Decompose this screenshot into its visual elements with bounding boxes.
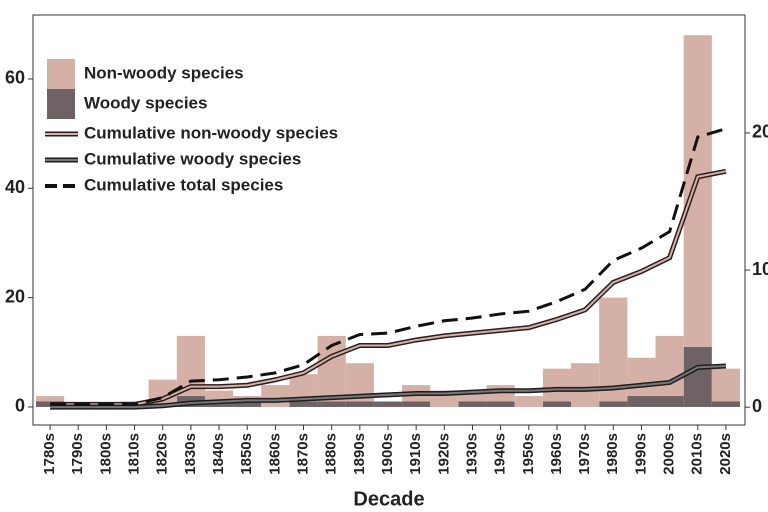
x-tick-label: 2020s — [717, 433, 734, 475]
x-axis-title: Decade — [353, 488, 424, 510]
legend-label: Cumulative total species — [84, 175, 283, 194]
y-tick-label: 40 — [5, 177, 25, 197]
bar — [599, 297, 628, 402]
bar — [261, 385, 290, 407]
x-tick-label: 1880s — [323, 433, 340, 475]
bar — [514, 396, 543, 407]
bar — [486, 401, 515, 407]
y-tick-label: 0 — [15, 396, 25, 416]
bar — [402, 401, 431, 407]
x-tick-label: 1950s — [520, 433, 537, 475]
bar — [289, 401, 318, 407]
x-tick-label: 1940s — [492, 433, 509, 475]
x-tick-label: 2010s — [689, 433, 706, 475]
x-tick-label: 1890s — [351, 433, 368, 475]
x-tick-label: 1910s — [407, 433, 424, 475]
bar — [317, 401, 346, 407]
y2-tick-label: 0 — [752, 396, 762, 416]
bar — [458, 390, 487, 402]
y-tick-label: 20 — [5, 286, 25, 306]
y-tick-label: 60 — [5, 68, 25, 88]
x-tick-label: 1870s — [294, 433, 311, 475]
bar — [373, 401, 403, 407]
bar — [204, 401, 234, 407]
legend-swatch — [47, 89, 75, 119]
x-tick-label: 1850s — [238, 433, 255, 475]
x-tick-label: 1790s — [69, 433, 86, 475]
x-tick-label: 1900s — [379, 433, 396, 475]
bar — [36, 396, 65, 402]
bar — [711, 368, 740, 402]
legend-swatch — [47, 59, 75, 89]
bar — [599, 401, 628, 407]
bar — [711, 401, 740, 407]
bar — [571, 363, 600, 407]
x-tick-label: 1810s — [126, 433, 143, 475]
x-tick-label: 1930s — [463, 433, 480, 475]
x-tick-label: 1800s — [97, 433, 114, 475]
bar — [627, 396, 656, 407]
cumulative-line-inner — [50, 365, 726, 409]
x-tick-label: 1830s — [182, 433, 199, 475]
y2-tick-label: 200 — [752, 122, 768, 142]
x-tick-label: 1980s — [604, 433, 621, 475]
x-tick-label: 1820s — [154, 433, 171, 475]
plot-frame — [32, 14, 746, 426]
x-tick-label: 1920s — [435, 433, 452, 475]
bar — [233, 401, 262, 407]
x-tick-label: 1780s — [41, 433, 58, 475]
bar — [542, 401, 572, 407]
bar — [204, 390, 234, 402]
bar — [655, 335, 684, 397]
legend-label: Non-woody species — [84, 63, 244, 82]
legend-label: Cumulative woody species — [84, 149, 301, 168]
bar — [345, 401, 374, 407]
x-tick-label: 1960s — [548, 433, 565, 475]
x-tick-label: 1990s — [632, 433, 649, 475]
bar — [627, 357, 656, 397]
bar — [683, 346, 712, 407]
bar — [683, 35, 712, 347]
x-tick-label: 1860s — [266, 433, 283, 475]
x-tick-label: 1840s — [210, 433, 227, 475]
legend-label: Cumulative non-woody species — [84, 123, 338, 142]
x-tick-label: 1970s — [576, 433, 593, 475]
bar — [542, 368, 572, 402]
cumulative-line-inner — [50, 170, 727, 406]
bar — [458, 401, 487, 407]
bar — [655, 396, 684, 407]
x-tick-label: 2000s — [661, 433, 678, 475]
legend-label: Woody species — [84, 93, 207, 112]
y2-tick-label: 100 — [752, 259, 768, 279]
